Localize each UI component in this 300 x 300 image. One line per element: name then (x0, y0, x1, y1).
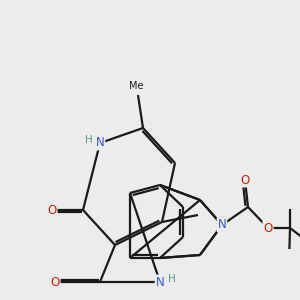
Text: O: O (47, 203, 57, 217)
Text: N: N (96, 136, 104, 149)
Text: O: O (50, 275, 60, 289)
Text: H: H (167, 274, 175, 284)
Text: N: N (156, 275, 164, 289)
Text: O: O (263, 221, 273, 235)
Text: O: O (240, 173, 250, 187)
Text: N: N (218, 218, 226, 232)
Text: Me: Me (129, 81, 144, 91)
Text: H: H (85, 135, 92, 145)
